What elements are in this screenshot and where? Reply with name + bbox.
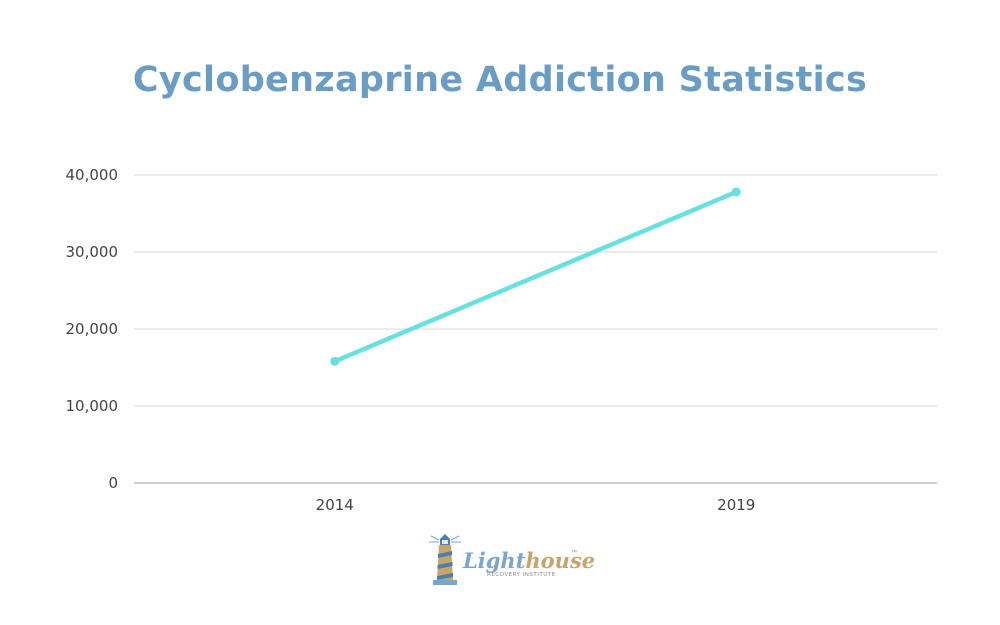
gridlines [134,174,937,484]
lighthouse-icon [429,534,461,585]
x-tick-label: 2019 [717,496,755,514]
data-point [330,356,340,366]
y-tick-label: 10,000 [66,397,119,415]
logo-subtitle: RECOVERY INSTITUTE [487,572,556,578]
x-tick-label: 2014 [316,496,354,514]
series-layer [330,187,741,366]
logo-trademark: ™ [571,550,577,556]
y-axis-ticks: 0 10,000 20,000 30,000 40,000 [66,166,119,492]
series-line [332,189,739,364]
y-tick-label: 30,000 [66,243,119,261]
logo-wordmark: Lighthouse [463,548,596,573]
y-tick-label: 0 [108,474,118,492]
data-point [731,187,741,197]
x-axis-ticks: 2014 2019 [316,496,756,514]
y-tick-label: 40,000 [66,166,119,184]
lighthouse-logo: Lighthouse ™ RECOVERY INSTITUTE [425,530,595,592]
y-tick-label: 20,000 [66,320,119,338]
chart-title: Cyclobenzaprine Addiction Statistics [132,60,868,100]
